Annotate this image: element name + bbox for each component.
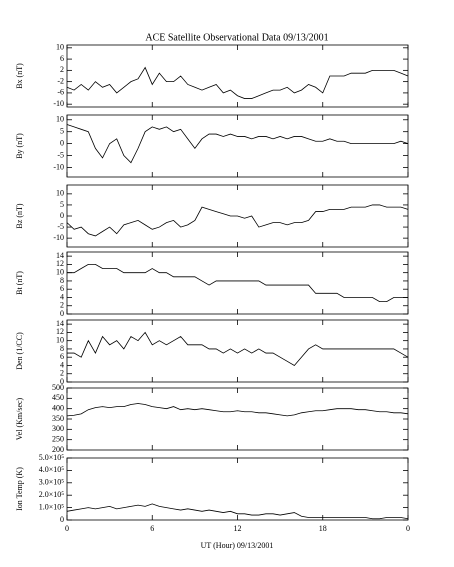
data-line — [67, 264, 408, 302]
y-tick-label: 450 — [52, 393, 64, 402]
y-tick-label: -10 — [53, 162, 64, 171]
y-tick-label: 300 — [52, 424, 64, 433]
y-tick-label: 0 — [60, 377, 64, 386]
y-tick-label: 10 — [56, 43, 64, 52]
y-tick-label: 6 — [60, 284, 64, 293]
y-tick-label: 12 — [56, 259, 64, 268]
y-tick-label: 2 — [60, 65, 64, 74]
y-tick-label: 0 — [60, 211, 64, 220]
y-tick-label: -10 — [53, 99, 64, 108]
y-tick-label: 14 — [56, 251, 64, 260]
y-axis-label: By (nT) — [15, 133, 24, 159]
y-tick-label: 8 — [60, 344, 64, 353]
y-tick-label: 6 — [60, 352, 64, 361]
y-axis-label: Bt (nT) — [15, 271, 24, 295]
y-tick-label: 10 — [56, 267, 64, 276]
y-tick-label: 2 — [60, 301, 64, 310]
y-tick-label: -2 — [57, 76, 64, 85]
y-axis-label: Bz (nT) — [15, 203, 24, 228]
x-tick-label: 18 — [319, 524, 327, 533]
y-tick-label: -6 — [57, 88, 64, 97]
y-tick-label: 4.0×10⁵ — [39, 465, 65, 474]
y-axis-label: Vel (Km/sec) — [15, 397, 24, 440]
x-axis-label: UT (Hour) 09/13/2001 — [201, 541, 274, 550]
y-tick-label: 12 — [56, 327, 64, 336]
y-tick-label: 400 — [52, 403, 64, 412]
y-tick-label: 1.0×10⁵ — [39, 502, 65, 511]
y-tick-label: 10 — [56, 115, 64, 124]
data-line — [66, 403, 409, 417]
y-tick-label: 0 — [60, 515, 64, 524]
y-tick-label: 3.0×10⁵ — [39, 478, 65, 487]
y-tick-label: 250 — [52, 434, 64, 443]
y-tick-label: 14 — [56, 319, 64, 328]
y-axis-label: Bx (nT) — [15, 63, 24, 89]
x-tick-label: 12 — [234, 524, 242, 533]
y-tick-label: 500 — [52, 383, 64, 392]
y-tick-label: 0 — [60, 309, 64, 318]
x-tick-label: 0 — [65, 524, 69, 533]
data-line — [66, 204, 409, 237]
y-tick-label: 5.0×10⁵ — [39, 453, 65, 462]
data-line — [66, 503, 409, 520]
y-tick-label: 200 — [52, 445, 64, 454]
y-axis-label: Den (1/CC) — [15, 332, 24, 370]
y-axis-label: Ion Temp (K) — [15, 467, 24, 511]
y-tick-label: 10 — [56, 335, 64, 344]
y-tick-label: 2.0×10⁵ — [39, 490, 65, 499]
y-tick-label: -5 — [57, 222, 64, 231]
x-tick-label: 0 — [406, 524, 410, 533]
y-tick-label: 5 — [60, 127, 64, 136]
y-tick-label: 6 — [60, 54, 64, 63]
data-line — [66, 124, 409, 164]
y-tick-label: 2 — [60, 369, 64, 378]
y-tick-label: -5 — [57, 150, 64, 159]
y-tick-label: 4 — [60, 292, 64, 301]
y-tick-label: 0 — [60, 138, 64, 147]
y-tick-label: 4 — [60, 360, 64, 369]
y-tick-label: 350 — [52, 414, 64, 423]
y-tick-label: 8 — [60, 276, 64, 285]
x-tick-label: 6 — [150, 524, 154, 533]
y-tick-label: 5 — [60, 200, 64, 209]
chart-title: ACE Satellite Observational Data 09/13/2… — [145, 32, 328, 43]
data-line — [66, 66, 409, 99]
data-line — [67, 331, 409, 366]
y-tick-label: 10 — [56, 189, 64, 198]
y-tick-label: -10 — [53, 233, 64, 242]
